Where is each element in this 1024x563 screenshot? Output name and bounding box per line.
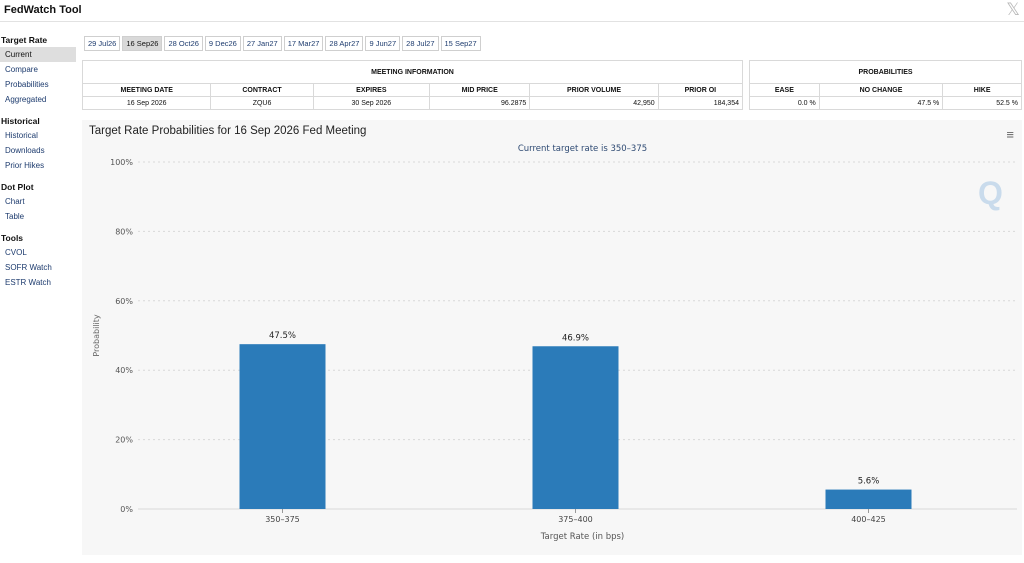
column-header: NO CHANGE [818, 83, 944, 97]
meeting-date-tabs: 29 Jul26 16 Sep26 28 Oct26 9 Dec26 27 Jan27 1… [84, 36, 483, 51]
column-header: PRIOR VOLUME [529, 83, 659, 97]
sidebar-section-heading: Target Rate [1, 35, 48, 45]
title-bar: FedWatch Tool 𝕏 [0, 0, 1024, 22]
sidebar-item-compare[interactable]: Compare [5, 65, 38, 74]
x-tick-label: 350–375 [265, 515, 300, 524]
sidebar-section-heading: Dot Plot [1, 182, 34, 192]
probabilities-table: PROBABILITIES EASE NO CHANGE HIKE 0.0 % 47.… [749, 60, 1022, 110]
sidebar-item-cvol[interactable]: CVOL [5, 248, 27, 257]
sidebar-item-downloads[interactable]: Downloads [5, 146, 45, 155]
y-tick-label: 100% [110, 158, 133, 167]
column-header: HIKE [942, 83, 1022, 97]
tab-meeting-date[interactable]: 28 Jul27 [402, 36, 439, 51]
tab-meeting-date[interactable]: 9 Dec26 [204, 36, 241, 51]
y-tick-label: 60% [115, 297, 133, 306]
column-header: MID PRICE [429, 83, 531, 97]
y-tick-label: 40% [115, 366, 133, 375]
tab-meeting-date[interactable]: 15 Sep27 [440, 36, 481, 51]
x-tick-label: 375–400 [558, 515, 593, 524]
tab-meeting-date[interactable]: 9 Jun27 [365, 36, 401, 51]
bar-375-400 [532, 346, 619, 509]
sidebar-item-current[interactable]: Current [0, 47, 76, 62]
y-axis-label: Probability [92, 314, 101, 357]
sidebar-item-table[interactable]: Table [5, 212, 25, 221]
quikstrike-logo-icon: Q [978, 175, 1003, 211]
sidebar-nav: Target Rate Current Compare Probabilities Ag… [0, 34, 76, 290]
sidebar-item-historical[interactable]: Historical [5, 131, 38, 140]
sidebar-item-sofr-watch[interactable]: SOFR Watch [5, 263, 52, 272]
bar-chart: 0% 20% 40% 60% 80% 100% Probability Current tar… [92, 144, 1017, 542]
bar-data-label: 47.5% [269, 331, 296, 341]
chart-title: Target Rate Probabilities for 16 Sep 202… [89, 125, 367, 137]
table-cell: 30 Sep 2026 [312, 96, 431, 110]
tab-meeting-date[interactable]: 16 Sep26 [122, 36, 163, 51]
close-icon[interactable]: 𝕏 [1006, 0, 1020, 20]
y-tick-label: 0% [120, 505, 133, 514]
app-title: FedWatch Tool [4, 4, 82, 16]
chart-panel: Target Rate Probabilities for 16 Sep 202… [82, 120, 1022, 555]
tab-meeting-date[interactable]: 27 Jan27 [242, 36, 282, 51]
meeting-information-header: MEETING INFORMATION [82, 60, 743, 84]
table-cell: 184,354 [657, 96, 744, 110]
table-cell: 16 Sep 2026 [81, 96, 212, 110]
meeting-information-table: MEETING INFORMATION MEETING DATE CONTRACT… [81, 60, 744, 110]
table-cell: 52.5 % [942, 96, 1022, 110]
table-cell: ZQU6 [210, 96, 314, 110]
x-tick-label: 400–425 [851, 515, 886, 524]
tab-meeting-date[interactable]: 28 Oct26 [164, 36, 203, 51]
table-cell: 47.5 % [818, 96, 944, 110]
table-cell: 42,950 [529, 96, 659, 110]
bar-350-375 [239, 344, 326, 509]
tab-meeting-date[interactable]: 29 Jul26 [84, 36, 121, 51]
table-cell: 96.2875 [429, 96, 531, 110]
hamburger-menu-icon[interactable]: ≡ [1006, 127, 1014, 142]
sidebar-item-probabilities[interactable]: Probabilities [5, 80, 49, 89]
column-header: MEETING DATE [81, 83, 212, 97]
bar-400-425 [825, 489, 912, 509]
column-header: EXPIRES [312, 83, 431, 97]
sidebar-item-chart[interactable]: Chart [5, 197, 25, 206]
x-axis-label: Target Rate (in bps) [540, 532, 625, 542]
y-tick-label: 80% [115, 227, 133, 236]
table-cell: 0.0 % [749, 96, 820, 110]
chart-subtitle: Current target rate is 350–375 [518, 144, 647, 154]
bar-data-label: 5.6% [858, 477, 880, 487]
column-header: EASE [749, 83, 820, 97]
sidebar-item-estr-watch[interactable]: ESTR Watch [5, 278, 51, 287]
sidebar-item-prior-hikes[interactable]: Prior Hikes [5, 161, 45, 170]
sidebar-section-heading: Historical [1, 116, 40, 126]
tab-meeting-date[interactable]: 28 Apr27 [325, 36, 364, 51]
bar-data-label: 46.9% [562, 333, 589, 343]
column-header: CONTRACT [210, 83, 314, 97]
sidebar-section-heading: Tools [1, 233, 24, 243]
probabilities-header: PROBABILITIES [749, 60, 1022, 84]
sidebar-item-aggregated[interactable]: Aggregated [5, 95, 47, 104]
y-tick-label: 20% [115, 436, 133, 445]
column-header: PRIOR OI [657, 83, 744, 97]
tab-meeting-date[interactable]: 17 Mar27 [283, 36, 324, 51]
